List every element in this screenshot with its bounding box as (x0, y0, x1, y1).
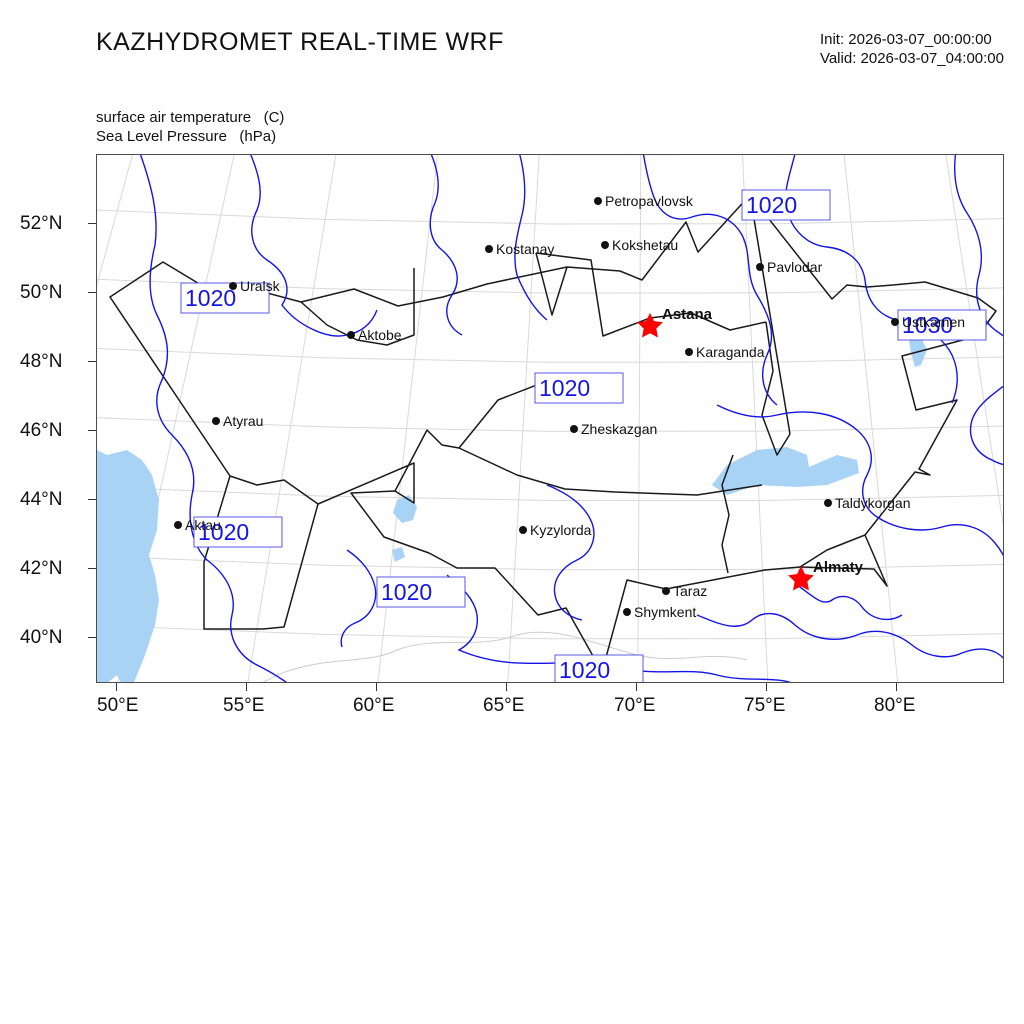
svg-text:Aktobe: Aktobe (358, 327, 402, 343)
svg-text:Atyrau: Atyrau (223, 413, 263, 429)
svg-text:Kostanay: Kostanay (496, 241, 554, 257)
svg-text:Shymkent: Shymkent (634, 604, 696, 620)
svg-text:Almaty: Almaty (813, 559, 864, 576)
svg-text:Kokshetau: Kokshetau (612, 237, 678, 253)
svg-text:1020: 1020 (746, 192, 797, 218)
svg-text:1020: 1020 (381, 579, 432, 605)
svg-text:1020: 1020 (185, 285, 236, 311)
svg-text:Uralsk: Uralsk (240, 278, 281, 294)
svg-text:Ustkamen: Ustkamen (902, 314, 965, 330)
svg-text:Kyzylorda: Kyzylorda (530, 522, 592, 538)
svg-text:Taraz: Taraz (673, 583, 707, 599)
svg-text:Petropavlovsk: Petropavlovsk (605, 193, 694, 209)
svg-text:Zheskazgan: Zheskazgan (581, 421, 657, 437)
svg-text:1020: 1020 (539, 375, 590, 401)
svg-text:Taldykorgan: Taldykorgan (835, 495, 911, 511)
svg-text:Aktau: Aktau (185, 517, 221, 533)
svg-text:Pavlodar: Pavlodar (767, 259, 823, 275)
svg-text:Astana: Astana (662, 306, 713, 323)
svg-text:1020: 1020 (559, 657, 610, 683)
svg-text:Karaganda: Karaganda (696, 344, 765, 360)
